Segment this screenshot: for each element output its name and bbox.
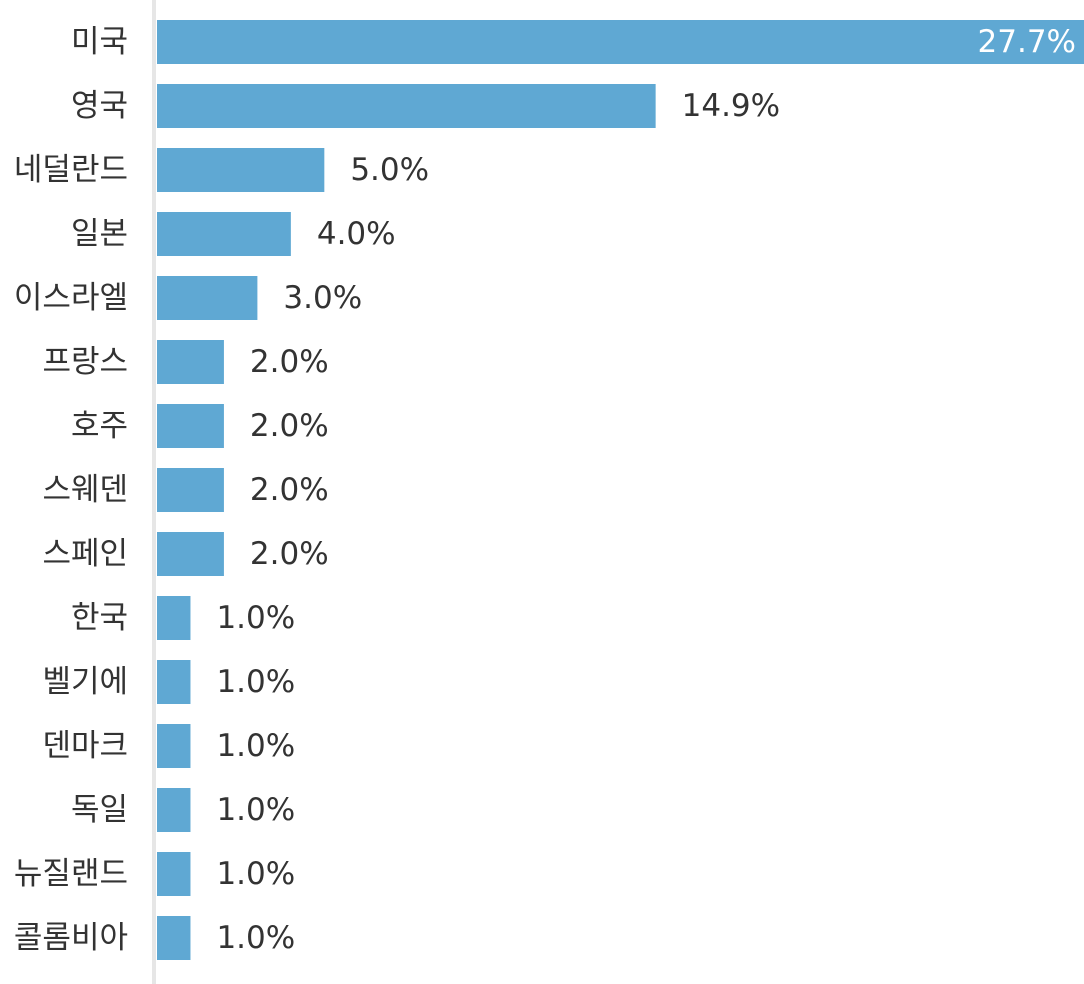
value-labels-group: 27.7% 14.9% 5.0% 4.0% 3.0% 2.0% 2.0% 2.0% 2.0% 1.… <box>216 24 1076 956</box>
category-label-3: 일본 <box>71 216 128 252</box>
category-label-8: 스페인 <box>42 536 128 572</box>
value-label-4: 3.0% <box>283 280 362 316</box>
category-labels-group: 미국영국네덜란드일본이스라엘프랑스호주스웨덴스페인한국벨기에덴마크독일뉴질랜드콜… <box>14 24 128 956</box>
category-label-0: 미국 <box>71 24 128 60</box>
bar-7 <box>157 468 224 512</box>
bar-10 <box>157 660 191 704</box>
value-label-7: 2.0% <box>250 472 329 508</box>
bar-13 <box>157 852 191 896</box>
category-label-10: 벨기에 <box>42 664 128 700</box>
value-label-0: 27.7% <box>978 24 1076 60</box>
value-label-12: 1.0% <box>216 792 295 828</box>
bars-group <box>157 20 1084 960</box>
value-label-8: 2.0% <box>250 536 329 572</box>
bar-14 <box>157 916 191 960</box>
category-label-2: 네덜란드 <box>14 152 128 188</box>
value-label-13: 1.0% <box>216 856 295 892</box>
value-label-1: 14.9% <box>682 88 780 124</box>
category-label-13: 뉴질랜드 <box>14 856 128 892</box>
bar-9 <box>157 596 191 640</box>
bar-5 <box>157 340 224 384</box>
category-label-7: 스웨덴 <box>42 472 128 508</box>
bar-3 <box>157 212 291 256</box>
bar-1 <box>157 84 656 128</box>
category-label-1: 영국 <box>71 88 128 124</box>
bar-4 <box>157 276 258 320</box>
category-label-4: 이스라엘 <box>14 280 128 316</box>
bar-12 <box>157 788 191 832</box>
value-label-2: 5.0% <box>350 152 429 188</box>
value-label-14: 1.0% <box>216 920 295 956</box>
bar-2 <box>157 148 325 192</box>
category-label-12: 독일 <box>71 792 128 828</box>
value-label-10: 1.0% <box>216 664 295 700</box>
bar-0 <box>157 20 1084 64</box>
bar-11 <box>157 724 191 768</box>
value-label-6: 2.0% <box>250 408 329 444</box>
value-label-11: 1.0% <box>216 728 295 764</box>
value-label-5: 2.0% <box>250 344 329 380</box>
category-label-14: 콜롬비아 <box>14 920 128 956</box>
category-label-6: 호주 <box>71 408 128 444</box>
category-label-5: 프랑스 <box>42 344 128 380</box>
category-label-9: 한국 <box>71 600 128 636</box>
value-label-9: 1.0% <box>216 600 295 636</box>
value-label-3: 4.0% <box>317 216 396 252</box>
category-label-11: 덴마크 <box>42 728 128 764</box>
bar-6 <box>157 404 224 448</box>
bar-8 <box>157 532 224 576</box>
